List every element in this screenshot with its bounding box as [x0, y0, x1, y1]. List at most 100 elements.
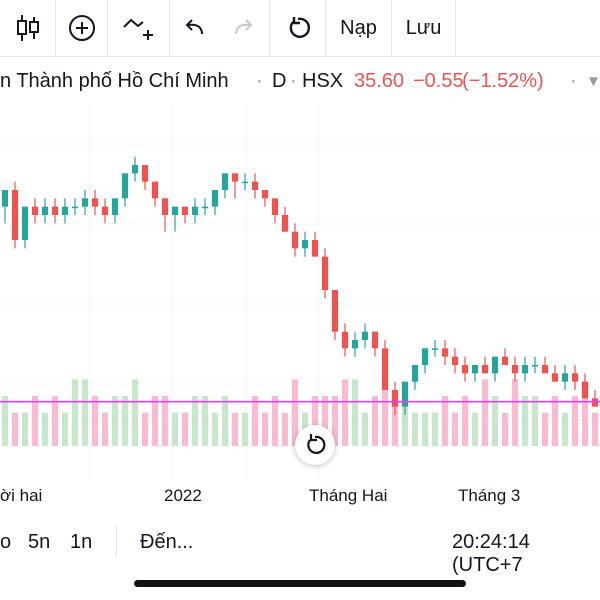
candle-body: [61, 206, 69, 215]
volume-bar: [511, 379, 519, 446]
volume-bar: [191, 396, 199, 446]
volume-bar: [241, 412, 249, 446]
volume-bar: [421, 412, 429, 446]
volume-bar: [411, 412, 419, 446]
volume-bar: [121, 396, 129, 446]
volume-bar: [431, 412, 439, 446]
candle-body: [91, 198, 99, 207]
volume-bar: [211, 412, 219, 446]
redo-icon[interactable]: [218, 0, 270, 56]
last-price: 35.60: [354, 70, 405, 92]
range-5d-button[interactable]: 5n: [28, 531, 51, 553]
candle-body: [351, 340, 359, 349]
candle-body: [231, 173, 239, 182]
candle-body: [121, 173, 129, 199]
volume-bar: [491, 396, 499, 446]
interval-label[interactable]: D: [272, 70, 287, 92]
volume-bar: [41, 412, 49, 446]
add-indicator-icon[interactable]: [56, 0, 108, 56]
candle-body: [591, 398, 599, 407]
candle-body: [341, 331, 349, 349]
symbol-name[interactable]: n Thành phố Hồ Chí Minh: [0, 70, 229, 92]
range-button[interactable]: o: [0, 531, 12, 553]
candle-body: [401, 381, 409, 407]
candle-body: [321, 256, 329, 290]
candle-body: [291, 231, 299, 249]
candle-body: [301, 240, 309, 249]
volume-bar: [261, 412, 269, 446]
volume-bar: [361, 412, 369, 446]
volume-bar: [221, 396, 229, 446]
bottom-bar: o 5n 1n Đến... 20:24:14 (UTC+7: [0, 518, 600, 576]
candle-body: [111, 198, 119, 215]
volume-bar: [371, 396, 379, 446]
candle-body: [11, 190, 19, 240]
candle-body: [261, 190, 269, 199]
candle-body: [251, 181, 259, 190]
range-1d-button[interactable]: 1n: [70, 531, 93, 553]
candle-body: [371, 331, 379, 349]
candle-body: [571, 373, 579, 382]
volume-bar: [581, 396, 589, 446]
volume-bar: [551, 396, 559, 446]
volume-bar: [21, 412, 29, 446]
candle-body: [481, 365, 489, 374]
price-change-percent: (−1.52%): [462, 70, 544, 92]
candle-body: [171, 206, 179, 215]
volume-bar: [91, 396, 99, 446]
time-axis-label: 2022: [164, 486, 202, 505]
more-indicator-icon[interactable]: ▼: [586, 73, 600, 90]
volume-bar: [331, 396, 339, 446]
reload-button[interactable]: Nạp: [326, 0, 392, 56]
candle-body: [191, 206, 199, 215]
candle-body: [201, 206, 209, 209]
volume-bar: [461, 396, 469, 446]
reset-chart-icon[interactable]: [270, 0, 326, 56]
goto-date-button[interactable]: Đến...: [140, 531, 194, 553]
volume-bar: [531, 396, 539, 446]
undo-icon[interactable]: [170, 0, 218, 56]
candle-body: [511, 365, 519, 374]
candle-body: [131, 165, 139, 174]
volume-bar: [451, 412, 459, 446]
compare-symbol-icon[interactable]: [108, 0, 170, 56]
volume-bar: [51, 396, 59, 446]
clock-label[interactable]: 20:24:14 (UTC+7: [452, 531, 530, 576]
candle-body: [211, 190, 219, 207]
volume-bar: [131, 379, 139, 446]
volume-bar: [271, 396, 279, 446]
candle-body: [531, 365, 539, 367]
volume-bar: [201, 396, 209, 446]
candle-body: [471, 365, 479, 374]
volume-bar: [291, 379, 299, 446]
volume-bar: [61, 412, 69, 446]
volume-bar: [501, 412, 509, 446]
candle-body: [331, 290, 339, 332]
price-chart[interactable]: [0, 104, 600, 480]
volume-bar: [161, 396, 169, 446]
separator: ·: [570, 70, 577, 92]
volume-bar: [171, 412, 179, 446]
candle-body: [491, 356, 499, 374]
candle-body: [311, 240, 319, 257]
save-button[interactable]: Lưu: [392, 0, 456, 56]
candles-icon[interactable]: [0, 0, 56, 56]
candle-body: [181, 206, 189, 215]
reset-zoom-button[interactable]: [295, 425, 335, 465]
candle-body: [431, 348, 439, 350]
candle-body: [1, 190, 9, 207]
volume-bar: [311, 396, 319, 446]
candle-body: [581, 381, 589, 399]
volume-bar: [31, 396, 39, 446]
symbol-info: n Thành phố Hồ Chí Minh · D · HSX 35.60 …: [0, 64, 600, 100]
volume-bar: [481, 379, 489, 446]
volume-bar: [391, 396, 399, 446]
candle-body: [391, 390, 399, 407]
home-indicator: [134, 580, 466, 587]
candle-body: [31, 206, 39, 215]
volume-bar: [541, 412, 549, 446]
volume-bar: [571, 396, 579, 446]
separator: ·: [290, 70, 297, 92]
rotate-icon: [307, 434, 326, 454]
volume-bar: [251, 396, 259, 446]
